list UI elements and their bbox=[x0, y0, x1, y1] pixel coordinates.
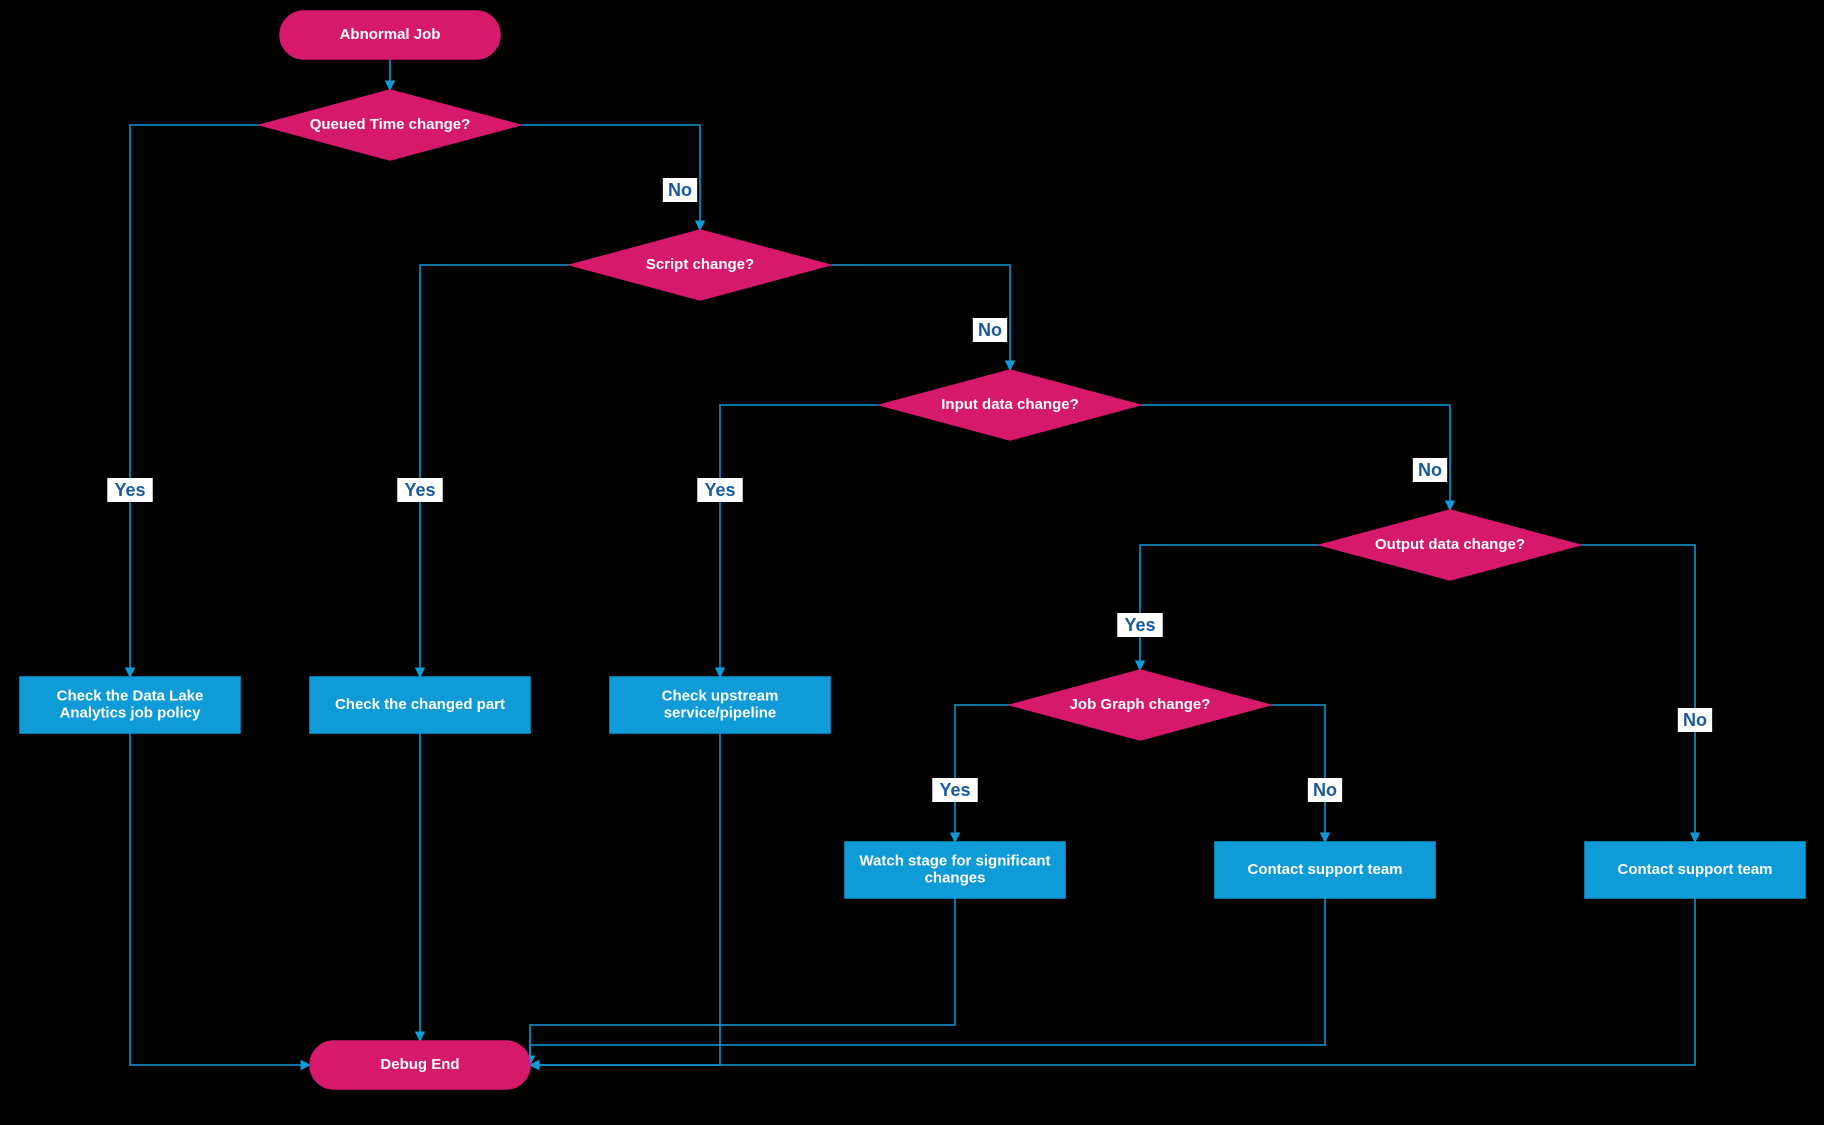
edge-d_queued-d_script bbox=[520, 125, 700, 230]
node-label-p_upstream: service/pipeline bbox=[664, 705, 777, 722]
edge-label-d_script-d_input: No bbox=[978, 320, 1002, 340]
node-label-d_output: Output data change? bbox=[1375, 536, 1525, 553]
edge-d_output-d_graph bbox=[1140, 545, 1320, 670]
node-label-d_script: Script change? bbox=[646, 256, 754, 273]
node-label-p_upstream: Check upstream bbox=[662, 687, 779, 704]
edge-label-d_output-d_graph: Yes bbox=[1124, 615, 1155, 635]
edge-d_script-d_input bbox=[830, 265, 1010, 370]
node-d_graph: Job Graph change? bbox=[1010, 670, 1270, 740]
edge-d_queued-p_policy bbox=[130, 125, 260, 677]
edge-label-d_script-p_changed: Yes bbox=[404, 480, 435, 500]
edge-label-d_graph-p_watch: Yes bbox=[939, 780, 970, 800]
node-label-d_graph: Job Graph change? bbox=[1070, 696, 1211, 713]
edge-label-d_queued-p_policy: Yes bbox=[114, 480, 145, 500]
node-d_queued: Queued Time change? bbox=[260, 90, 520, 160]
edge-d_script-p_changed bbox=[420, 265, 570, 677]
node-label-d_input: Input data change? bbox=[941, 396, 1079, 413]
node-label-p_policy: Analytics job policy bbox=[60, 705, 202, 722]
node-end: Debug End bbox=[310, 1041, 530, 1089]
node-label-p_changed: Check the changed part bbox=[335, 696, 505, 713]
node-label-p_watch: changes bbox=[925, 870, 986, 887]
node-label-end: Debug End bbox=[380, 1056, 459, 1073]
edge-label-d_queued-d_script: No bbox=[668, 180, 692, 200]
node-label-p_watch: Watch stage for significant bbox=[859, 852, 1050, 869]
edge-label-d_output-p_support2: No bbox=[1683, 710, 1707, 730]
edge-d_graph-p_watch bbox=[955, 705, 1010, 842]
node-label-start: Abnormal Job bbox=[340, 26, 441, 43]
node-d_output: Output data change? bbox=[1320, 510, 1580, 580]
node-label-p_policy: Check the Data Lake bbox=[57, 687, 204, 704]
edge-p_upstream-end bbox=[530, 733, 720, 1065]
edge-p_watch-end bbox=[530, 898, 955, 1065]
node-start: Abnormal Job bbox=[280, 11, 500, 59]
nodes-layer: Abnormal Job Queued Time change? Script ch… bbox=[20, 11, 1805, 1089]
flowchart-canvas: Abnormal Job Queued Time change? Script ch… bbox=[0, 0, 1824, 1125]
node-d_script: Script change? bbox=[570, 230, 830, 300]
node-p_support2: Contact support team bbox=[1585, 842, 1805, 898]
node-label-p_support1: Contact support team bbox=[1247, 861, 1402, 878]
edge-d_output-p_support2 bbox=[1580, 545, 1695, 842]
edge-p_policy-end bbox=[130, 733, 310, 1065]
node-p_upstream: Check upstreamservice/pipeline bbox=[610, 677, 830, 733]
edge-label-d_input-p_upstream: Yes bbox=[704, 480, 735, 500]
node-label-p_support2: Contact support team bbox=[1617, 861, 1772, 878]
edge-label-d_graph-p_support1: No bbox=[1313, 780, 1337, 800]
edge-d_graph-p_support1 bbox=[1270, 705, 1325, 842]
node-p_watch: Watch stage for significantchanges bbox=[845, 842, 1065, 898]
edge-p_support1-end bbox=[530, 898, 1325, 1065]
node-p_policy: Check the Data LakeAnalytics job policy bbox=[20, 677, 240, 733]
node-d_input: Input data change? bbox=[880, 370, 1140, 440]
node-label-d_queued: Queued Time change? bbox=[310, 116, 471, 133]
edge-label-d_input-d_output: No bbox=[1418, 460, 1442, 480]
edge-d_input-d_output bbox=[1140, 405, 1450, 510]
node-p_changed: Check the changed part bbox=[310, 677, 530, 733]
node-p_support1: Contact support team bbox=[1215, 842, 1435, 898]
edge-d_input-p_upstream bbox=[720, 405, 880, 677]
edge-p_support2-end bbox=[530, 898, 1695, 1065]
